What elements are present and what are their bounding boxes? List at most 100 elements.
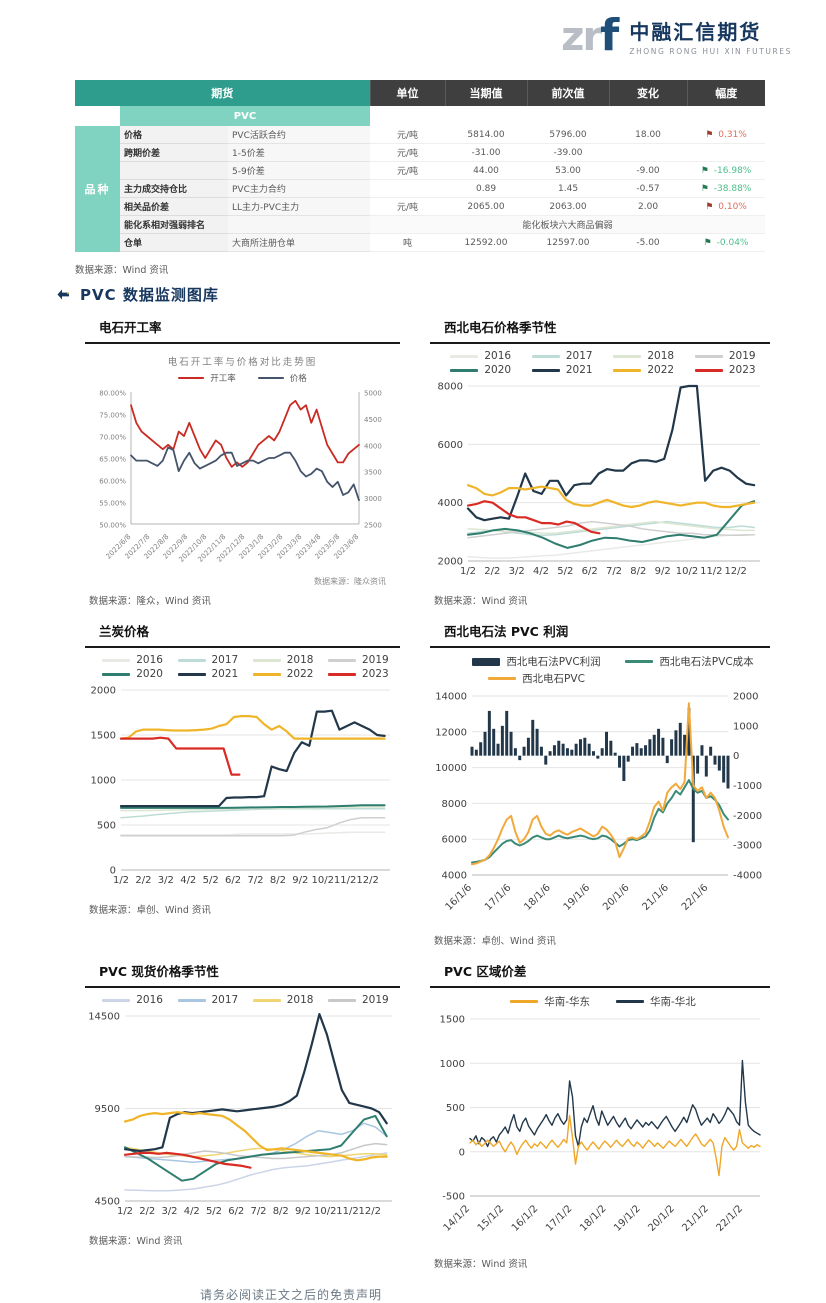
legend-item: 华南-华北 xyxy=(616,994,696,1009)
chart-source: 数据来源：卓创、Wind 资讯 xyxy=(89,905,211,916)
legend-item: 西北电石法PVC利润 xyxy=(460,654,613,669)
svg-text:9/2: 9/2 xyxy=(295,1206,311,1217)
svg-text:3/2: 3/2 xyxy=(509,566,525,577)
legend-item: 2021 xyxy=(522,364,604,376)
chart-legend: 2016 2017 2018 2019 xyxy=(95,994,396,1006)
legend-swatch xyxy=(613,368,642,372)
legend-label: 2018 xyxy=(647,350,675,362)
svg-text:4000: 4000 xyxy=(438,498,463,509)
spacer-cell xyxy=(370,106,765,126)
inner-chart-title: 电石开工率与价格对比走势图 xyxy=(167,357,318,368)
legend-swatch xyxy=(694,354,723,358)
svg-text:8/2: 8/2 xyxy=(273,1206,289,1217)
svg-text:8000: 8000 xyxy=(438,382,463,393)
range-value: -16.98% xyxy=(713,165,752,176)
chart-source: 数据来源：隆众，Wind 资讯 xyxy=(89,596,211,607)
svg-text:60.00%: 60.00% xyxy=(99,478,126,486)
svg-text:500: 500 xyxy=(97,821,116,832)
legend-item: 2016 xyxy=(440,350,522,362)
legend-swatch xyxy=(510,1000,539,1003)
legend-item: 2018 xyxy=(246,994,321,1006)
chart-title: 西北电石价格季节性 xyxy=(430,315,770,344)
svg-text:11/2: 11/2 xyxy=(334,875,356,886)
col-unit: 单位 xyxy=(369,80,446,106)
carbide-price-seasonal-chart: 2000 4000 6000 8000 1/2 2/2 3/2 4/2 5/2 6/2 7/2 8/2… xyxy=(438,382,760,577)
chart-legend: 西北电石法PVC利润 西北电石法PVC成本 西北电石PVC xyxy=(460,654,766,686)
svg-text:9500: 9500 xyxy=(95,1104,120,1115)
svg-text:-2000: -2000 xyxy=(733,811,762,822)
svg-text:3/2: 3/2 xyxy=(161,1206,177,1217)
brand-name-en: ZHONG RONG HUI XIN FUTURES xyxy=(629,47,792,56)
flag-down-icon: ⚑ xyxy=(700,183,709,194)
cell-previous: 5796.00 xyxy=(527,126,610,144)
svg-text:7/2: 7/2 xyxy=(250,1206,266,1217)
chart-card-pvc-profit: 西北电石法 PVC 利润 西北电石法PVC利润 西北电石法PVC成本 西北电石PVC… xyxy=(430,619,770,947)
legend-label: 2019 xyxy=(362,654,389,666)
svg-text:4500: 4500 xyxy=(364,416,382,424)
legend-item: 2019 xyxy=(321,994,396,1006)
legend-label: 2016 xyxy=(136,654,163,666)
range-value: -0.04% xyxy=(716,237,749,248)
legend-item: 2017 xyxy=(522,350,604,362)
range-value: 0.31% xyxy=(718,129,747,140)
legend-swatch xyxy=(178,376,205,380)
cell-current: -31.00 xyxy=(445,143,528,162)
semicoke-price-chart: 0 500 1000 1500 2000 1/2 2/2 3/2 4/2 5/2 6/2 7/2 8/2… xyxy=(91,686,390,886)
legend-swatch xyxy=(613,354,642,358)
row-sublabel xyxy=(228,215,371,234)
chart-legend: 2016 2017 2018 2019 2020 2021 2022 2023 xyxy=(95,654,396,680)
svg-text:20/1/2: 20/1/2 xyxy=(646,1203,677,1234)
row-label: 跨期价差 xyxy=(120,143,228,162)
svg-text:6000: 6000 xyxy=(442,835,467,846)
row-sublabel: PVC活跃合约 xyxy=(228,126,371,144)
svg-text:1500: 1500 xyxy=(91,731,116,742)
svg-text:4000: 4000 xyxy=(364,442,382,450)
svg-text:2500: 2500 xyxy=(364,522,382,530)
svg-text:6/2: 6/2 xyxy=(582,566,598,577)
spacer-cell xyxy=(75,106,120,126)
row-sublabel: PVC主力合约 xyxy=(228,179,371,198)
row-label: 仓单 xyxy=(120,233,228,252)
row-label xyxy=(120,161,228,180)
flag-up-icon: ⚑ xyxy=(705,201,714,212)
inner-chart-source: 数据来源：隆众资讯 xyxy=(314,577,386,586)
svg-text:8/2: 8/2 xyxy=(270,875,286,886)
svg-text:2/2: 2/2 xyxy=(139,1206,155,1217)
svg-text:2000: 2000 xyxy=(91,686,116,697)
col-current: 当期值 xyxy=(444,80,528,106)
legend-item: 2018 xyxy=(246,654,321,666)
svg-text:-3000: -3000 xyxy=(733,841,762,852)
chart-title: 西北电石法 PVC 利润 xyxy=(430,619,770,648)
cell-current: 12592.00 xyxy=(445,233,528,252)
svg-text:10/2: 10/2 xyxy=(312,875,334,886)
cell-unit: 元/吨 xyxy=(370,161,446,180)
legend-swatch xyxy=(531,368,560,372)
legend-swatch xyxy=(328,672,356,676)
brand-name-cn: 中融汇信期货 xyxy=(629,20,762,44)
legend-swatch xyxy=(177,658,206,662)
legend-label: 2018 xyxy=(286,994,314,1006)
svg-text:6/2: 6/2 xyxy=(225,875,241,886)
legend-item: 2019 xyxy=(321,654,396,666)
chart-legend: 2016 2017 2018 2019 2020 2021 2022 2023 xyxy=(440,350,766,376)
cell-range: ⚑ -16.98% xyxy=(687,161,766,180)
svg-text:3000: 3000 xyxy=(364,495,382,503)
legend-item: 西北电石PVC xyxy=(460,671,613,686)
svg-text:-4000: -4000 xyxy=(733,871,762,882)
legend-swatch xyxy=(450,368,479,372)
legend-item: 2017 xyxy=(170,994,245,1006)
legend-label: 开工率 xyxy=(210,374,236,384)
group-header-pvc: PVC xyxy=(120,106,371,126)
cell-previous: -39.00 xyxy=(527,143,610,162)
legend-label: 2020 xyxy=(136,668,163,680)
chart-title: 电石开工率 xyxy=(85,315,400,344)
legend-swatch xyxy=(531,354,560,358)
svg-text:500: 500 xyxy=(446,1103,465,1114)
svg-text:21/1/2: 21/1/2 xyxy=(680,1203,711,1234)
cell-previous: 12597.00 xyxy=(527,233,610,252)
legend-swatch xyxy=(616,1000,644,1003)
legend-label: 西北电石法PVC利润 xyxy=(506,656,601,668)
row-label: 相关品价差 xyxy=(120,197,228,216)
svg-text:16/1/6: 16/1/6 xyxy=(444,882,475,913)
